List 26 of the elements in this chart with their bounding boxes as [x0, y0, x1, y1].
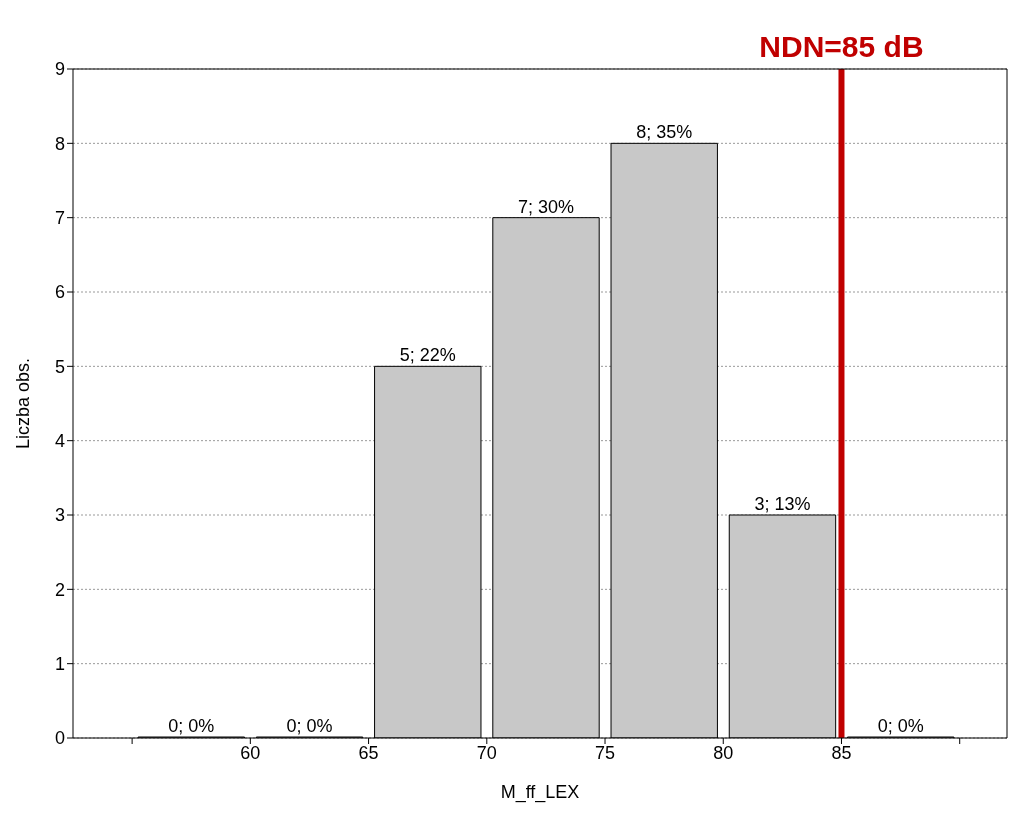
y-tick-label: 4 [54, 431, 65, 452]
x-axis-title: M_ff_LEX [500, 782, 580, 803]
data-label: 3; 13% [754, 494, 811, 514]
y-tick-label: 7 [54, 208, 65, 229]
data-label: 8; 35% [636, 122, 693, 143]
x-tick-label: 80 [713, 742, 734, 763]
y-tick-label: 1 [54, 654, 65, 675]
ref-line-label: NDN=85 dB [759, 30, 924, 63]
y-tick-label: 5 [54, 356, 65, 377]
data-label: 5; 22% [399, 345, 456, 366]
x-tick-label: 70 [476, 742, 497, 763]
y-tick-label: 9 [54, 59, 65, 80]
data-label: 7; 30% [517, 196, 575, 217]
y-tick-label: 0 [54, 728, 65, 749]
x-tick-label: 85 [831, 742, 852, 763]
data-label: 0; 0% [286, 716, 333, 736]
y-tick-label: 3 [54, 505, 65, 526]
x-tick-label: 75 [595, 742, 616, 763]
y-axis-title: Liczba obs. [13, 357, 34, 450]
y-tick-label: 6 [54, 282, 65, 303]
y-tick-label: 2 [54, 579, 65, 600]
y-tick-label: 8 [54, 133, 65, 154]
data-label: 0; 0% [877, 716, 924, 736]
x-tick-label: 65 [358, 742, 379, 763]
x-tick-label: 60 [240, 742, 261, 763]
data-label: 0; 0% [168, 716, 215, 736]
